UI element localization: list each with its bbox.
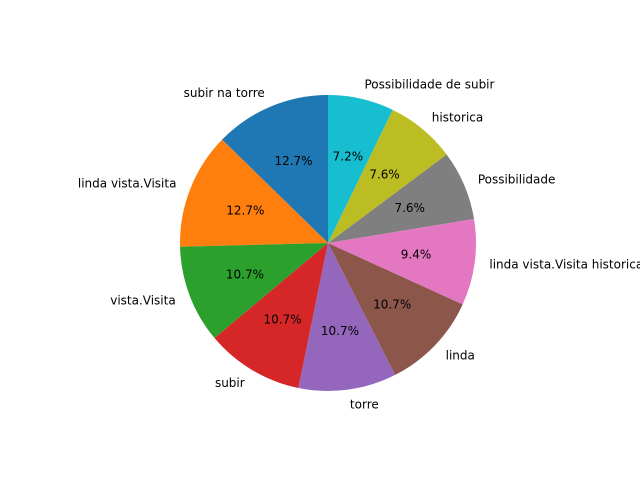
pie-slice-1 xyxy=(222,95,328,243)
pie-category-label: Possibilidade de subir xyxy=(365,77,495,91)
pie-value-label: 9.4% xyxy=(401,248,432,262)
pie-category-label: historica xyxy=(432,111,483,125)
pie-slice-9 xyxy=(328,109,447,243)
pie-labels: 12.7% subir na torre 12.7% linda vista.Visi… xyxy=(78,77,640,411)
pie-value-label: 10.7% xyxy=(373,297,411,311)
pie-slice-8 xyxy=(328,154,475,243)
pie-value-label: 7.2% xyxy=(333,149,364,163)
pie-slice-5 xyxy=(298,243,396,392)
pie-category-label: subir na torre xyxy=(184,86,265,100)
pie-category-label: Possibilidade xyxy=(478,172,556,186)
pie-slice-10 xyxy=(328,95,393,243)
pie-value-label: 7.6% xyxy=(369,168,400,182)
pie-slice-4 xyxy=(214,243,328,389)
pie-slice-3 xyxy=(180,243,328,339)
pie-slice-6 xyxy=(328,243,463,375)
pie-value-label: 10.7% xyxy=(263,312,301,326)
pie-value-label: 12.7% xyxy=(226,204,264,218)
pie-category-label: vista.Visita xyxy=(110,294,175,308)
pie-value-label: 7.6% xyxy=(394,201,425,215)
pie-value-label: 10.7% xyxy=(321,324,359,338)
pie-category-label: torre xyxy=(350,397,379,411)
pie-value-label: 12.7% xyxy=(274,154,312,168)
pie-slice-7 xyxy=(328,218,477,305)
pie-slice-2 xyxy=(180,139,328,247)
pie-slices xyxy=(180,95,477,392)
pie-category-label: subir xyxy=(215,376,245,390)
pie-category-label: linda vista.Visita historica xyxy=(489,257,640,271)
pie-value-label: 10.7% xyxy=(226,267,264,281)
pie-category-label: linda vista.Visita xyxy=(78,177,177,191)
pie-category-label: linda xyxy=(446,349,475,363)
